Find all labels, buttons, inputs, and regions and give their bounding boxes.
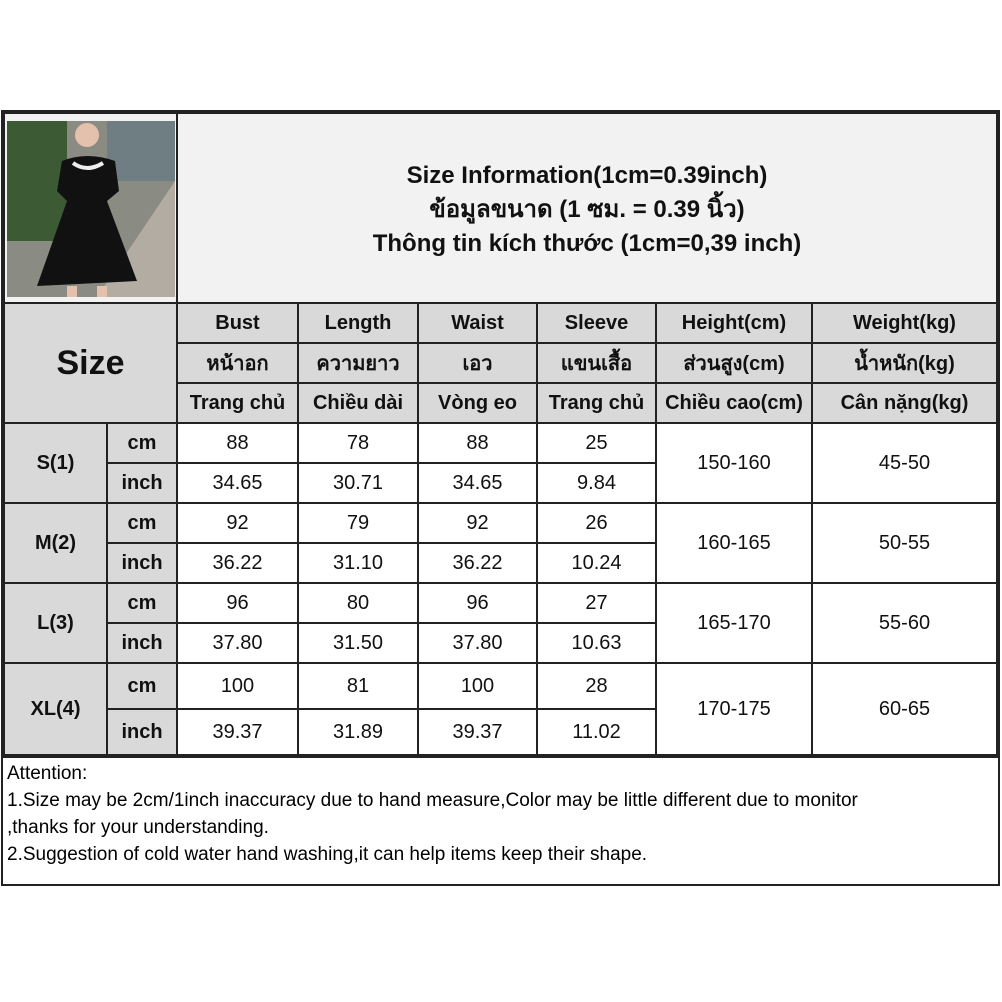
measure-cell: 78 xyxy=(297,422,419,464)
column-header-en: Waist xyxy=(417,302,538,344)
note-1: 1.Size may be 2cm/1inch inaccuracy due t… xyxy=(7,790,858,811)
table-row: XL(4) cm 100 81 100 28 170-175 60-65 xyxy=(3,662,998,756)
column-header-vi: Vòng eo xyxy=(417,382,538,424)
table-row: inch 37.80 31.50 37.80 10.63 xyxy=(4,622,997,664)
measure-cell: 96 xyxy=(176,582,299,624)
measure-cell: 37.80 xyxy=(417,622,538,664)
measure-cell: 39.37 xyxy=(417,708,538,756)
column-header-vi: Trang chủ xyxy=(176,382,299,424)
measure-cell: 10.24 xyxy=(536,542,657,584)
column-header-en: Weight(kg) xyxy=(811,302,998,344)
measure-cell: 80 xyxy=(297,582,419,624)
dress-photo-image xyxy=(7,121,175,297)
unit-label: cm xyxy=(106,422,178,464)
measure-cell: 39.37 xyxy=(176,708,299,756)
measure-cell: 92 xyxy=(417,502,538,544)
measure-cell: 28 xyxy=(536,662,657,710)
chart-title: Size Information(1cm=0.39inch) ข้อมูลขนา… xyxy=(176,112,998,304)
table-row: M(2) cm 92 79 92 26 160-165 50-55 xyxy=(3,502,998,584)
column-header-en: Bust xyxy=(176,302,299,344)
measure-cell: 88 xyxy=(176,422,299,464)
attention-notes: Attention: 1.Size may be 2cm/1inch inacc… xyxy=(3,756,998,884)
measure-cell: 37.80 xyxy=(176,622,299,664)
weight-range: 60-65 xyxy=(811,662,998,756)
size-label: XL(4) xyxy=(3,662,108,756)
measure-cell: 92 xyxy=(176,502,299,544)
measure-cell: 100 xyxy=(417,662,538,710)
note-1-cont: ,thanks for your understanding. xyxy=(7,817,269,838)
measure-cell: 31.50 xyxy=(297,622,419,664)
measure-cell: 34.65 xyxy=(176,462,299,504)
measure-cell: 31.10 xyxy=(297,542,419,584)
unit-label: inch xyxy=(106,708,178,756)
unit-label: inch xyxy=(106,622,178,664)
note-heading: Attention: xyxy=(7,763,88,784)
unit-label: inch xyxy=(106,542,178,584)
weight-range: 45-50 xyxy=(811,422,998,504)
title-thai: ข้อมูลขนาด (1 ซม. = 0.39 นิ้ว) xyxy=(429,196,745,223)
table-row: L(3) cm 96 80 96 27 165-170 55-60 xyxy=(3,582,998,664)
column-header-th: ส่วนสูง(cm) xyxy=(655,342,813,384)
column-header-th: เอว xyxy=(417,342,538,384)
size-label: M(2) xyxy=(3,502,108,584)
column-header-en: Height(cm) xyxy=(655,302,813,344)
unit-label: inch xyxy=(106,462,178,504)
column-header-vi: Chiều cao(cm) xyxy=(655,382,813,424)
measure-cell: 34.65 xyxy=(417,462,538,504)
height-range: 165-170 xyxy=(655,582,813,664)
height-range: 170-175 xyxy=(655,662,813,756)
unit-label: cm xyxy=(106,502,178,544)
title-english: Size Information(1cm=0.39inch) xyxy=(406,162,768,189)
table-row: inch 36.22 31.10 36.22 10.24 xyxy=(4,542,997,584)
unit-label: cm xyxy=(106,582,178,624)
weight-range: 55-60 xyxy=(811,582,998,664)
size-header: Size xyxy=(3,302,178,424)
product-photo xyxy=(3,112,178,304)
column-header-th: แขนเสื้อ xyxy=(536,342,657,384)
measure-cell: 26 xyxy=(536,502,657,544)
height-range: 150-160 xyxy=(655,422,813,504)
measure-cell: 81 xyxy=(297,662,419,710)
size-table: Size Information(1cm=0.39inch) ข้อมูลขนา… xyxy=(3,112,998,756)
size-label: S(1) xyxy=(3,422,108,504)
measure-cell: 100 xyxy=(176,662,299,710)
column-header-vi: Cân nặng(kg) xyxy=(811,382,998,424)
measure-cell: 11.02 xyxy=(536,708,657,756)
height-range: 160-165 xyxy=(655,502,813,584)
unit-label: cm xyxy=(106,662,178,710)
measure-cell: 9.84 xyxy=(536,462,657,504)
measure-cell: 36.22 xyxy=(417,542,538,584)
table-row: inch 34.65 30.71 34.65 9.84 xyxy=(4,462,997,504)
size-chart: Size Information(1cm=0.39inch) ข้อมูลขนา… xyxy=(1,110,1000,886)
measure-cell: 96 xyxy=(417,582,538,624)
size-label: L(3) xyxy=(3,582,108,664)
column-header-th: น้ำหนัก(kg) xyxy=(811,342,998,384)
note-2: 2.Suggestion of cold water hand washing,… xyxy=(7,844,648,865)
measure-cell: 88 xyxy=(417,422,538,464)
column-header-th: ความยาว xyxy=(297,342,419,384)
column-header-th: หน้าอก xyxy=(176,342,299,384)
table-row: S(1) cm 88 78 88 25 150-160 45-50 xyxy=(3,422,998,504)
measure-cell: 10.63 xyxy=(536,622,657,664)
measure-cell: 79 xyxy=(297,502,419,544)
column-header-vi: Trang chủ xyxy=(536,382,657,424)
column-header-en: Sleeve xyxy=(536,302,657,344)
measure-cell: 31.89 xyxy=(297,708,419,756)
measure-cell: 25 xyxy=(536,422,657,464)
title-vietnamese: Thông tin kích thước (1cm=0,39 inch) xyxy=(372,230,802,257)
column-header-vi: Chiều dài xyxy=(297,382,419,424)
table-row: inch 39.37 31.89 39.37 11.02 xyxy=(4,708,997,756)
column-header-en: Length xyxy=(297,302,419,344)
measure-cell: 27 xyxy=(536,582,657,624)
measure-cell: 36.22 xyxy=(176,542,299,584)
measure-cell: 30.71 xyxy=(297,462,419,504)
weight-range: 50-55 xyxy=(811,502,998,584)
